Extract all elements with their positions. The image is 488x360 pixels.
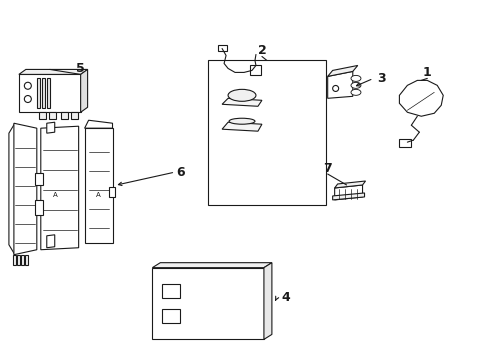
- Bar: [218, 45, 226, 51]
- Bar: [249, 66, 261, 75]
- Text: 6: 6: [176, 166, 184, 179]
- Circle shape: [24, 82, 31, 89]
- Text: 4: 4: [281, 291, 290, 304]
- Bar: [162, 310, 180, 323]
- Polygon shape: [334, 181, 365, 188]
- Bar: [152, 268, 264, 339]
- Bar: [208, 60, 325, 205]
- Bar: [25, 255, 28, 265]
- Polygon shape: [14, 123, 37, 255]
- Polygon shape: [334, 185, 362, 200]
- Bar: [61, 112, 67, 119]
- Bar: [19, 75, 81, 112]
- Text: A: A: [96, 192, 101, 198]
- Text: 5: 5: [76, 62, 85, 75]
- Bar: [399, 139, 410, 147]
- Polygon shape: [264, 263, 271, 339]
- Polygon shape: [84, 120, 112, 128]
- Polygon shape: [9, 123, 15, 255]
- Polygon shape: [84, 128, 112, 243]
- Bar: [13, 255, 16, 265]
- Ellipse shape: [350, 75, 360, 81]
- Bar: [41, 78, 45, 108]
- Polygon shape: [19, 69, 87, 75]
- Bar: [21, 255, 24, 265]
- Polygon shape: [47, 122, 55, 133]
- Text: 3: 3: [377, 72, 386, 85]
- Polygon shape: [327, 66, 357, 76]
- Text: A: A: [53, 192, 58, 198]
- Text: 2: 2: [257, 44, 266, 57]
- Polygon shape: [399, 80, 442, 116]
- Text: 1: 1: [422, 66, 431, 79]
- Polygon shape: [47, 235, 55, 248]
- Ellipse shape: [228, 118, 254, 124]
- Bar: [35, 173, 42, 185]
- Bar: [49, 112, 56, 119]
- Bar: [35, 200, 42, 215]
- Polygon shape: [327, 71, 352, 98]
- Circle shape: [24, 95, 31, 103]
- Polygon shape: [222, 122, 262, 131]
- Bar: [108, 187, 114, 197]
- Circle shape: [332, 85, 338, 91]
- Bar: [37, 78, 40, 108]
- Polygon shape: [332, 193, 364, 200]
- Bar: [39, 112, 46, 119]
- Polygon shape: [81, 69, 87, 112]
- Bar: [162, 284, 180, 298]
- Polygon shape: [152, 263, 271, 268]
- Polygon shape: [222, 98, 262, 106]
- Bar: [47, 78, 50, 108]
- Ellipse shape: [227, 89, 255, 101]
- Polygon shape: [41, 126, 79, 250]
- Text: 7: 7: [323, 162, 331, 175]
- Ellipse shape: [350, 89, 360, 95]
- Bar: [71, 112, 78, 119]
- Ellipse shape: [350, 82, 360, 88]
- Bar: [17, 255, 20, 265]
